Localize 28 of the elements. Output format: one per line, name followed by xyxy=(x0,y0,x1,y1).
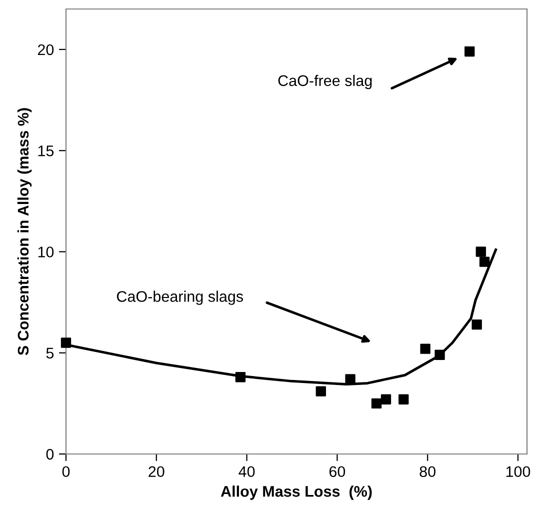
y-tick-label: 0 xyxy=(46,448,54,460)
annotation: CaO-free slag xyxy=(278,74,372,90)
y-tick-label: 10 xyxy=(38,246,54,258)
y-tick-label: 5 xyxy=(46,348,54,359)
x-tick-label: 20 xyxy=(148,466,164,478)
point xyxy=(464,46,475,57)
x-tick-label: 0 xyxy=(62,466,70,478)
point xyxy=(235,372,246,382)
point xyxy=(420,344,430,354)
point xyxy=(398,394,409,404)
x-tick-label: 100 xyxy=(506,466,530,478)
x-tick-label: 80 xyxy=(420,466,436,478)
x-tick-label: 60 xyxy=(329,466,346,478)
y-tick-label: 15 xyxy=(38,146,54,156)
point xyxy=(345,374,356,384)
y-axis-title: S Concentration in Alloy (mass %) xyxy=(17,108,32,356)
annotation: CaO-bearing slags xyxy=(116,290,244,305)
point xyxy=(476,246,486,257)
point xyxy=(479,256,490,267)
x-tick-label: 40 xyxy=(238,466,255,478)
y-tick-label: 20 xyxy=(38,44,54,56)
x-axis-title: Alloy Mass Loss (%) xyxy=(220,486,372,500)
point xyxy=(371,398,382,409)
point xyxy=(316,386,326,396)
point xyxy=(380,394,392,404)
point xyxy=(434,350,445,360)
point xyxy=(472,319,482,330)
point xyxy=(60,338,72,348)
